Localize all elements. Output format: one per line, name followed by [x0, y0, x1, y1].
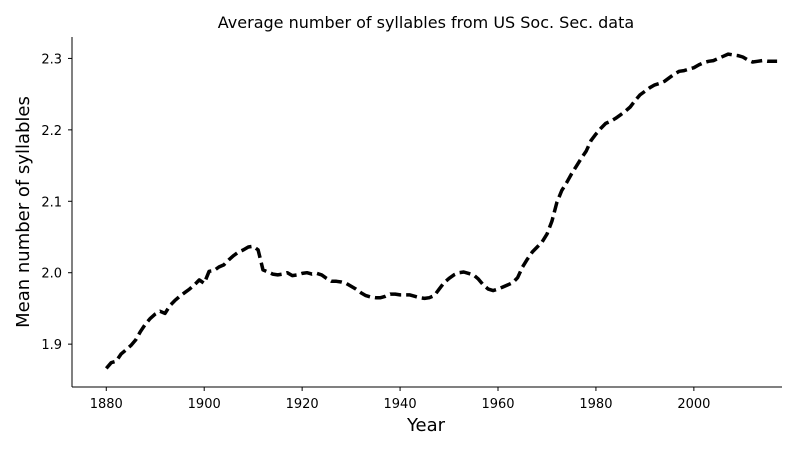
x-axis-ticks: 1880 1900 1920 1940 1960 1980 2000	[90, 387, 710, 412]
x-tick-label: 1880	[90, 397, 123, 412]
x-tick-label: 1940	[384, 397, 417, 412]
x-tick-label: 1960	[481, 397, 514, 412]
y-tick-label: 2.1	[41, 195, 62, 210]
x-tick-label: 1900	[188, 397, 221, 412]
x-tick-label: 1920	[286, 397, 319, 412]
y-tick-label: 2.0	[41, 267, 62, 282]
chart-title: Average number of syllables from US Soc.…	[218, 13, 634, 32]
x-tick-label: 2000	[677, 397, 710, 412]
y-axis-ticks: 1.9 2.0 2.1 2.2 2.3	[41, 52, 72, 353]
y-tick-label: 2.2	[41, 124, 62, 139]
plot-area	[104, 52, 778, 370]
x-tick-label: 1980	[579, 397, 612, 412]
y-axis-title: Mean number of syllables	[13, 96, 34, 328]
series-line	[104, 52, 778, 370]
y-tick-label: 1.9	[41, 338, 62, 353]
x-axis-title: Year	[406, 415, 446, 436]
y-tick-label: 2.3	[41, 52, 62, 67]
